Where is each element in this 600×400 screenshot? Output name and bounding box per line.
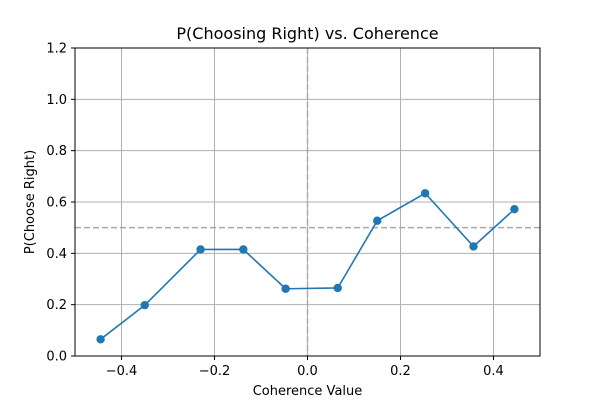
data-point <box>373 216 382 225</box>
x-axis-label: Coherence Value <box>253 384 363 399</box>
data-point <box>96 335 105 344</box>
y-tick-label: 0.2 <box>46 298 67 313</box>
y-tick-label: 0.0 <box>46 350 67 365</box>
chart-title: P(Choosing Right) vs. Coherence <box>176 24 438 43</box>
data-point <box>469 242 478 251</box>
y-tick-label: 1.0 <box>46 93 67 108</box>
series <box>96 189 519 344</box>
y-tick-label: 0.8 <box>46 144 67 159</box>
data-point <box>281 284 290 293</box>
data-point <box>239 245 248 254</box>
x-tick-label: −0.4 <box>106 364 138 379</box>
data-point <box>510 204 519 214</box>
x-tick-label: 0.0 <box>297 364 318 379</box>
y-tick-label: 1.2 <box>46 42 67 57</box>
x-tick-label: 0.2 <box>390 364 411 379</box>
reference-lines <box>75 48 540 356</box>
y-axis-label: P(Choose Right) <box>23 150 38 254</box>
x-tick-label: −0.2 <box>199 364 231 379</box>
ticks: −0.4 −0.2 0.0 0.2 0.4 0.0 0.2 0.4 0.6 0.8 1.0 1.2 <box>46 42 504 380</box>
data-point <box>140 300 149 310</box>
y-tick-label: 0.4 <box>46 247 67 262</box>
data-point <box>196 245 205 254</box>
data-point <box>420 189 430 198</box>
series-line <box>100 192 515 340</box>
x-tick-label: 0.4 <box>483 364 504 379</box>
y-tick-label: 0.6 <box>46 196 67 211</box>
data-point <box>333 283 342 293</box>
